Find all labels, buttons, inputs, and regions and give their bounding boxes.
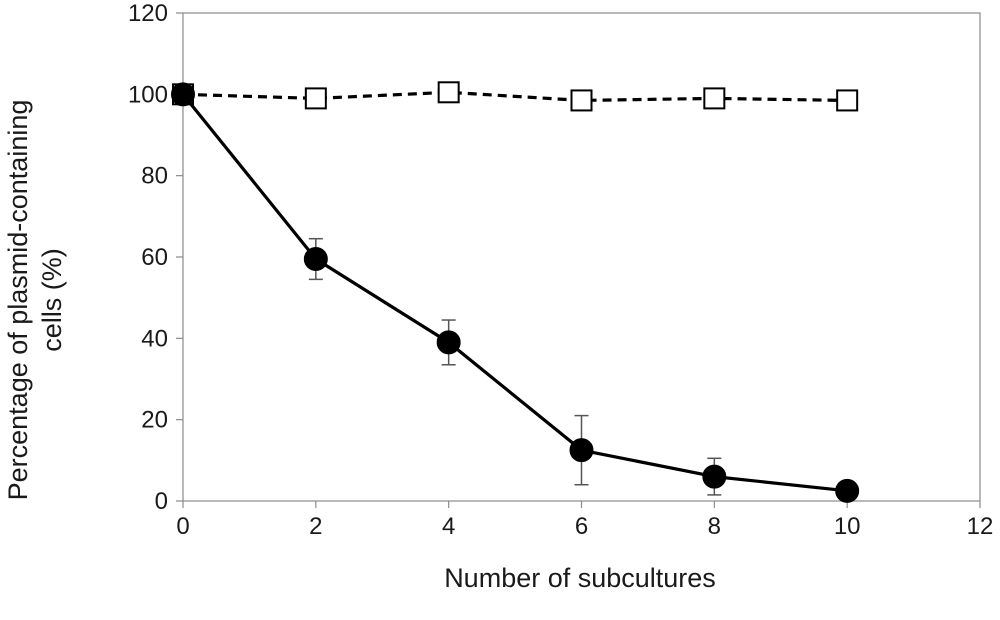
series-1-point-3 bbox=[569, 438, 594, 463]
x-tick-label-1: 2 bbox=[309, 513, 322, 540]
series-layer bbox=[171, 81, 860, 503]
series-0-point-3 bbox=[570, 89, 593, 112]
y-tick-label-3: 60 bbox=[141, 244, 168, 271]
series-0-point-5 bbox=[836, 89, 859, 112]
y-tick-label-1: 20 bbox=[141, 407, 168, 434]
series-0-line bbox=[182, 90, 848, 103]
series-1-point-4 bbox=[702, 464, 727, 489]
y-tick-label-6: 120 bbox=[128, 0, 168, 27]
y-tick-label-2: 40 bbox=[141, 325, 168, 352]
x-tick-label-0: 0 bbox=[176, 513, 189, 540]
series-1 bbox=[171, 82, 860, 503]
series-0 bbox=[172, 81, 859, 112]
x-tick-label-6: 12 bbox=[967, 513, 994, 540]
series-1-point-0 bbox=[171, 82, 195, 107]
y-axis-title-line-2: cells (%) bbox=[37, 248, 67, 352]
y-axis-title: Percentage of plasmid-containing cells (… bbox=[3, 100, 67, 501]
series-1-line bbox=[181, 93, 848, 493]
x-axis-title: Number of subcultures bbox=[444, 563, 716, 593]
x-tick-label-2: 4 bbox=[442, 513, 455, 540]
y-tick-label-5: 100 bbox=[128, 81, 168, 108]
series-0-point-4 bbox=[703, 87, 726, 110]
ticks-layer: 0 20 40 60 80 100 120 0 2 4 6 8 10 12 bbox=[128, 0, 993, 540]
series-1-point-1 bbox=[303, 247, 328, 272]
x-tick-label-3: 6 bbox=[575, 513, 588, 540]
series-1-point-5 bbox=[835, 478, 860, 503]
y-tick-label-4: 80 bbox=[141, 163, 168, 190]
series-0-point-1 bbox=[304, 87, 327, 110]
y-axis-title-line-1: Percentage of plasmid-containing bbox=[3, 100, 33, 501]
y-tick-label-0: 0 bbox=[155, 488, 168, 515]
series-0-point-2 bbox=[437, 81, 460, 104]
x-tick-label-5: 10 bbox=[834, 513, 861, 540]
series-1-point-2 bbox=[436, 330, 461, 355]
x-tick-label-4: 8 bbox=[708, 513, 721, 540]
